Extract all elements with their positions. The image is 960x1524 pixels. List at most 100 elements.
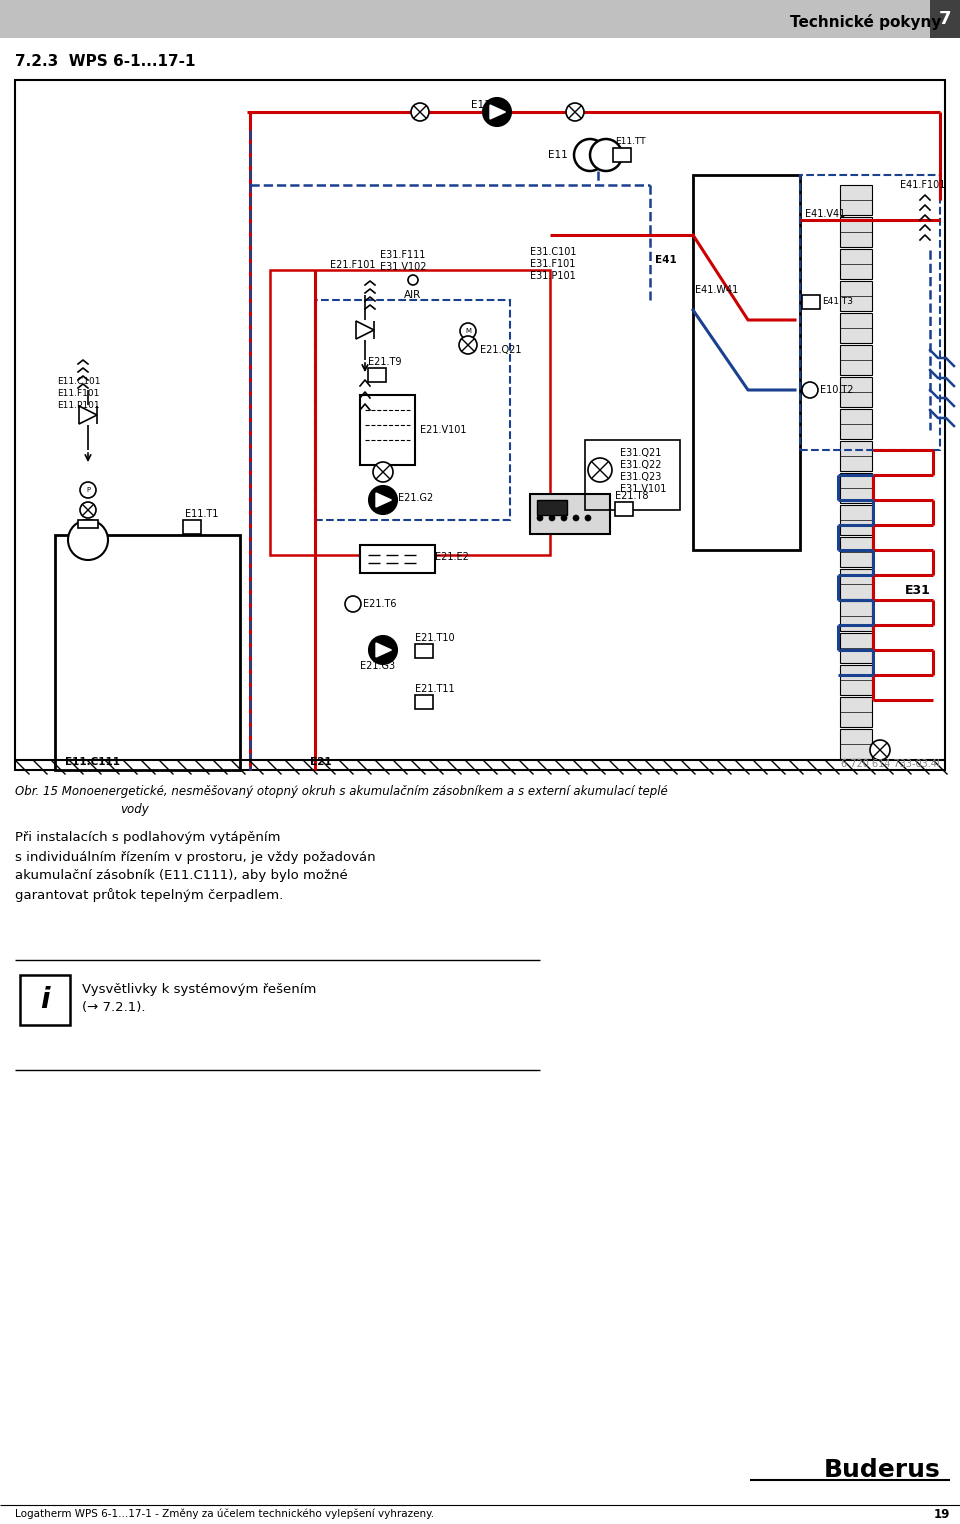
Bar: [840, 184, 872, 215]
Bar: [840, 664, 872, 695]
Text: E21.T10: E21.T10: [415, 632, 455, 643]
Text: E31.F111: E31.F111: [380, 250, 425, 261]
Circle shape: [460, 323, 476, 338]
Bar: [930, 0, 960, 38]
Text: E11.F101: E11.F101: [57, 390, 100, 398]
Bar: [78, 520, 98, 527]
Text: E21.E2: E21.E2: [435, 552, 468, 562]
Text: E21.G2: E21.G2: [398, 492, 433, 503]
Bar: [360, 546, 435, 573]
Text: 7: 7: [939, 11, 951, 27]
Circle shape: [590, 139, 622, 171]
Circle shape: [369, 636, 397, 664]
Text: E21: E21: [310, 757, 331, 767]
Circle shape: [80, 482, 96, 498]
Bar: [615, 501, 633, 517]
Circle shape: [411, 104, 429, 120]
Text: Technické pokyny: Technické pokyny: [790, 14, 942, 30]
Bar: [840, 248, 872, 279]
Bar: [270, 270, 550, 555]
Text: E31: E31: [905, 584, 931, 596]
Text: E21.G3: E21.G3: [360, 661, 396, 671]
Circle shape: [566, 104, 584, 120]
Text: E41.V41: E41.V41: [805, 209, 845, 219]
Bar: [840, 728, 872, 759]
Circle shape: [459, 335, 477, 354]
Text: E11.C111: E11.C111: [65, 757, 120, 767]
Text: E21.T8: E21.T8: [615, 491, 649, 501]
Text: E21.Q21: E21.Q21: [480, 344, 521, 355]
Text: E11.T1: E11.T1: [185, 509, 218, 520]
Bar: [840, 696, 872, 727]
Bar: [613, 148, 631, 162]
Text: E31.P101: E31.P101: [530, 271, 576, 280]
Text: E31.V102: E31.V102: [380, 262, 426, 271]
Text: P: P: [86, 488, 90, 492]
Text: 19: 19: [934, 1507, 950, 1521]
Circle shape: [561, 515, 567, 521]
Text: E41.F101: E41.F101: [900, 180, 946, 190]
Text: M: M: [465, 328, 471, 334]
Bar: [840, 280, 872, 311]
Bar: [55, 535, 240, 770]
Text: E11.TT: E11.TT: [615, 137, 646, 146]
Text: i: i: [40, 986, 50, 1013]
Bar: [415, 695, 433, 709]
Bar: [415, 645, 433, 658]
Text: E41.T3: E41.T3: [822, 297, 853, 306]
Text: E41.W41: E41.W41: [695, 285, 738, 296]
Polygon shape: [376, 492, 392, 507]
Text: E41: E41: [655, 255, 677, 265]
Bar: [802, 296, 820, 309]
Circle shape: [585, 515, 591, 521]
Text: E11: E11: [548, 149, 568, 160]
Bar: [183, 520, 201, 533]
Text: E11.G1: E11.G1: [471, 101, 509, 110]
Bar: [840, 216, 872, 247]
Text: E31.Q21: E31.Q21: [620, 448, 661, 459]
Text: Obr. 15 Monoenergetické, nesměšovaný otopný okruh s akumulačním zásobníkem a s e: Obr. 15 Monoenergetické, nesměšovaný oto…: [15, 785, 668, 799]
Text: vody: vody: [120, 803, 149, 817]
Text: AIR: AIR: [404, 290, 421, 300]
Bar: [585, 440, 680, 511]
Bar: [840, 312, 872, 343]
Polygon shape: [356, 322, 374, 338]
Bar: [530, 494, 610, 533]
Text: akumulační zásobník (E11.C111), aby bylo možné: akumulační zásobník (E11.C111), aby bylo…: [15, 870, 348, 882]
Text: E21.T6: E21.T6: [363, 599, 396, 610]
Circle shape: [373, 462, 393, 482]
Text: 7.2.3  WPS 6-1...17-1: 7.2.3 WPS 6-1...17-1: [15, 55, 196, 70]
Text: E21.T11: E21.T11: [415, 684, 455, 693]
Text: E31.V101: E31.V101: [620, 485, 666, 494]
Bar: [15, 79, 945, 770]
Bar: [840, 472, 872, 503]
Bar: [840, 408, 872, 439]
Circle shape: [80, 501, 96, 518]
Text: E31.Q23: E31.Q23: [620, 472, 661, 482]
Bar: [315, 300, 510, 520]
Bar: [0, 0, 960, 38]
Circle shape: [68, 520, 108, 559]
Bar: [840, 440, 872, 471]
Text: E11.C101: E11.C101: [57, 378, 101, 387]
Bar: [840, 600, 872, 631]
Bar: [360, 395, 415, 465]
Circle shape: [870, 741, 890, 760]
Bar: [537, 500, 567, 515]
Polygon shape: [376, 643, 392, 657]
Text: E21.T9: E21.T9: [368, 357, 401, 367]
Text: E31.F101: E31.F101: [530, 259, 575, 270]
Circle shape: [549, 515, 555, 521]
Bar: [840, 632, 872, 663]
Polygon shape: [79, 405, 97, 424]
Text: (→ 7.2.1).: (→ 7.2.1).: [82, 1001, 146, 1015]
Circle shape: [408, 274, 418, 285]
Bar: [20, 975, 70, 1026]
Text: E11.P101: E11.P101: [57, 401, 100, 410]
Text: E31.C101: E31.C101: [530, 247, 577, 258]
Bar: [840, 536, 872, 567]
Bar: [800, 175, 940, 450]
Text: E21.F101: E21.F101: [330, 261, 375, 270]
Polygon shape: [490, 105, 505, 119]
Circle shape: [588, 459, 612, 482]
